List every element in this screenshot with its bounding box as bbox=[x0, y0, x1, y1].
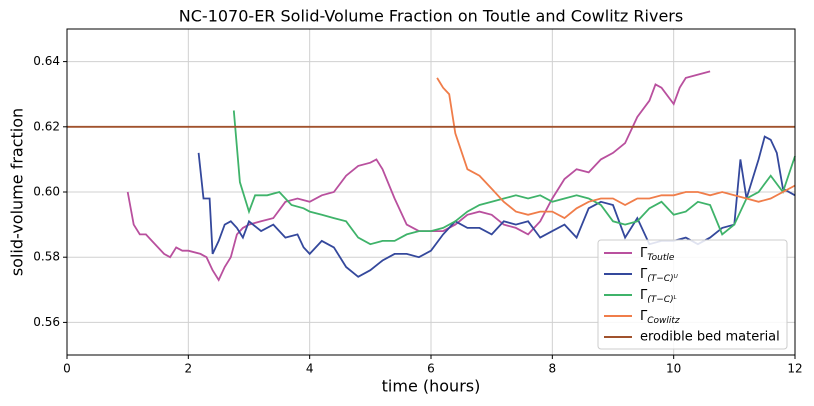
y-tick-label: 0.62 bbox=[33, 119, 60, 133]
x-tick-label: 8 bbox=[549, 362, 557, 376]
x-axis-label: time (hours) bbox=[382, 377, 481, 396]
legend-box bbox=[597, 239, 788, 350]
y-axis-label: solid-volume fraction bbox=[8, 108, 27, 276]
series-line bbox=[126, 70, 711, 282]
legend-label: Γ(T−C)ᵁ bbox=[640, 267, 679, 284]
x-tick-label: 4 bbox=[306, 362, 314, 376]
plot-frame bbox=[66, 28, 796, 356]
x-tick-label: 6 bbox=[427, 362, 435, 376]
series-line bbox=[232, 110, 796, 246]
y-tick-label: 0.64 bbox=[33, 54, 60, 68]
x-tick-label: 10 bbox=[666, 362, 681, 376]
legend-label: ΓToutle bbox=[640, 246, 675, 263]
y-tick-label: 0.58 bbox=[33, 250, 60, 264]
legend-label: ΓCowlitz bbox=[640, 309, 680, 326]
x-tick-label: 12 bbox=[787, 362, 802, 376]
series-line bbox=[436, 77, 796, 220]
series-line bbox=[197, 135, 796, 278]
y-tick-label: 0.60 bbox=[33, 185, 60, 199]
x-tick-label: 2 bbox=[185, 362, 193, 376]
y-tick-label: 0.56 bbox=[33, 315, 60, 329]
x-tick-label: 0 bbox=[63, 362, 71, 376]
legend-label: erodible bed material bbox=[640, 330, 780, 345]
legend-label: Γ(T−C)ᴸ bbox=[640, 288, 677, 305]
chart-title: NC-1070-ER Solid-Volume Fraction on Tout… bbox=[179, 7, 683, 26]
